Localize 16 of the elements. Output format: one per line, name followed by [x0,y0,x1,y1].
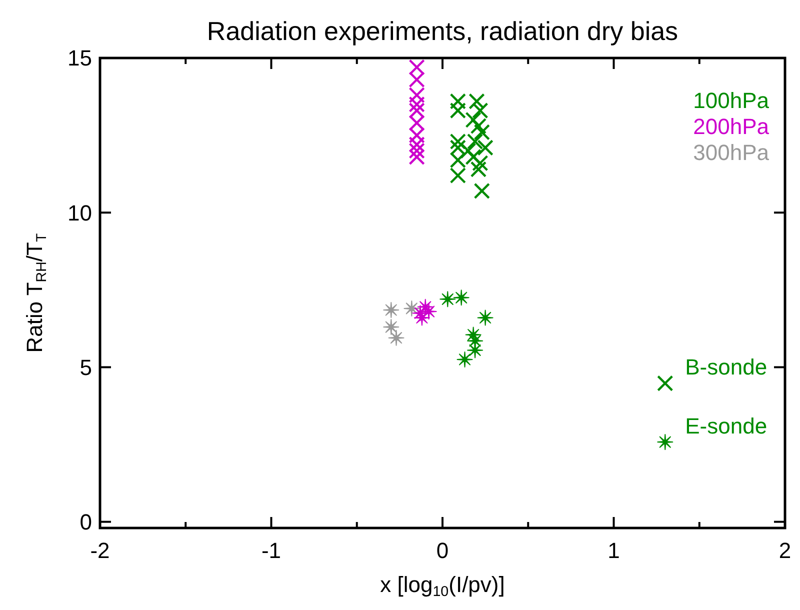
text: 200hPa [693,114,770,139]
x-tick-label: -2 [90,538,110,563]
annotation: B-sonde [685,354,768,380]
x-tick-label: 1 [608,538,620,563]
annotation: E-sonde [685,413,768,438]
x-tick-label: 2 [778,538,792,563]
y-tick-label: 15 [68,46,92,71]
y-tick-label: 10 [68,200,92,226]
chart-title: Radiation experiments, radiation dry bias [206,16,678,46]
y-tick-label: 5 [80,354,92,380]
y-tick-label: 0 [80,510,92,535]
x-tick-label: -1 [261,538,282,563]
x-axis-title: x [log$_{10}$(I/pv)] [380,572,505,600]
x-tick-label: 0 [436,538,449,563]
text: 100hPa [693,88,770,113]
text: 300hPa [693,140,770,165]
